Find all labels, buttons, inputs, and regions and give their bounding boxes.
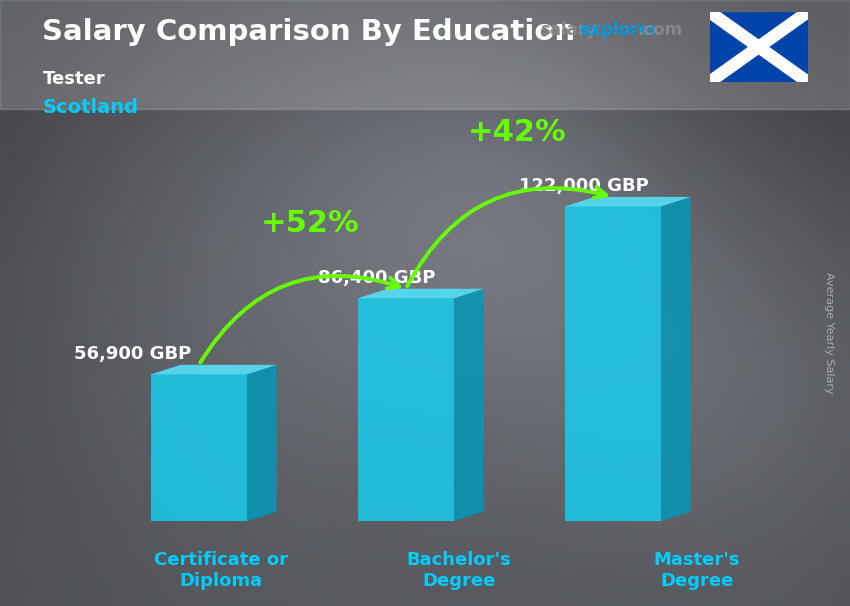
Polygon shape bbox=[150, 375, 247, 521]
Text: Average Yearly Salary: Average Yearly Salary bbox=[824, 273, 834, 394]
Text: +52%: +52% bbox=[260, 209, 360, 238]
Polygon shape bbox=[710, 12, 808, 82]
Text: Scotland: Scotland bbox=[42, 98, 139, 117]
Text: .com: .com bbox=[638, 21, 683, 39]
Polygon shape bbox=[565, 207, 661, 521]
Text: salary: salary bbox=[540, 21, 597, 39]
Text: Salary Comparison By Education: Salary Comparison By Education bbox=[42, 18, 575, 46]
Polygon shape bbox=[358, 288, 484, 298]
Text: 56,900 GBP: 56,900 GBP bbox=[74, 345, 191, 363]
Polygon shape bbox=[454, 288, 484, 521]
Text: Bachelor's
Degree: Bachelor's Degree bbox=[406, 551, 512, 590]
Polygon shape bbox=[247, 365, 276, 521]
Text: explorer: explorer bbox=[580, 21, 659, 39]
Polygon shape bbox=[565, 197, 691, 207]
Text: 122,000 GBP: 122,000 GBP bbox=[518, 177, 649, 195]
Polygon shape bbox=[661, 197, 691, 521]
Text: Tester: Tester bbox=[42, 70, 105, 88]
Text: +42%: +42% bbox=[468, 118, 566, 147]
Text: Master's
Degree: Master's Degree bbox=[654, 551, 740, 590]
Polygon shape bbox=[358, 298, 454, 521]
Polygon shape bbox=[150, 365, 276, 375]
Text: Certificate or
Diploma: Certificate or Diploma bbox=[154, 551, 288, 590]
Text: 86,400 GBP: 86,400 GBP bbox=[318, 269, 435, 287]
